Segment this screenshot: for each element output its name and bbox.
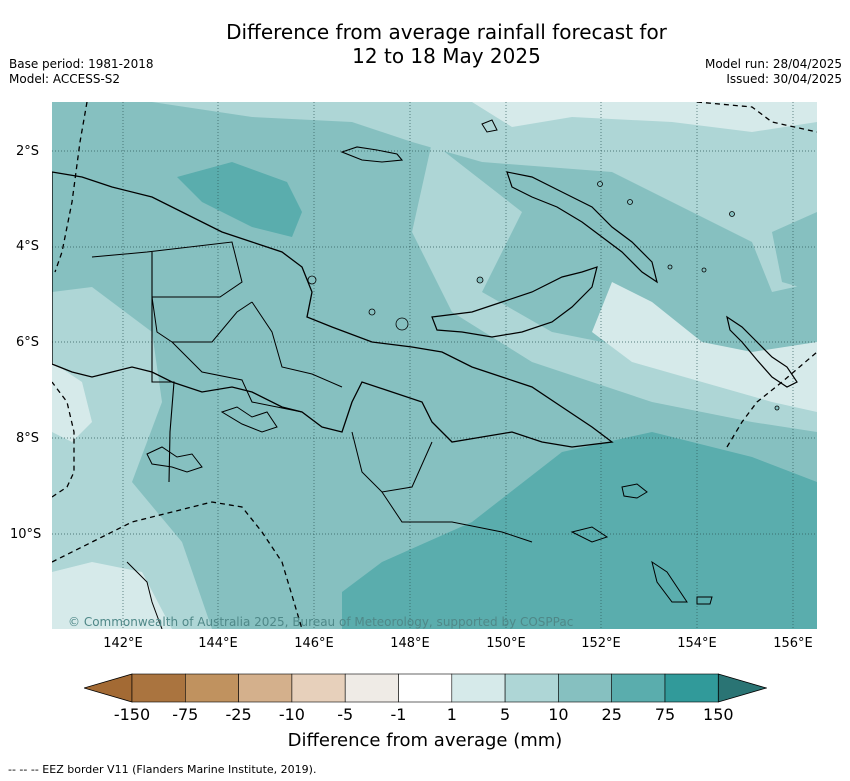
colorbar-tick-label: -25: [225, 705, 252, 724]
title-line-2: 12 to 18 May 2025: [352, 44, 541, 68]
model-run: Model run: 28/04/2025: [704, 57, 842, 71]
lat-label: 2°S: [16, 144, 40, 159]
colorbar-tick-label: 1: [446, 705, 457, 724]
colorbar-tick-label: 5: [500, 705, 511, 724]
map-title: Difference from average rainfall forecas…: [0, 20, 850, 68]
colorbar-extend-low: [84, 673, 133, 703]
lon-label: 156°E: [773, 636, 813, 651]
map-canvas: [52, 102, 817, 629]
province-boundaries: [91, 241, 533, 543]
model-name: Model: ACCESS-S2: [9, 72, 121, 86]
lon-label: 150°E: [486, 636, 526, 651]
lat-label: 6°S: [16, 335, 40, 350]
new-britain-coastline: [431, 266, 598, 338]
meta-right: Model run: 28/04/2025 Issued: 30/04/2025: [705, 57, 842, 87]
colorbar-segment: [344, 673, 399, 703]
title-line-1: Difference from average rainfall forecas…: [226, 20, 667, 44]
colorbar-segment: [664, 673, 719, 703]
copyright-notice: © Commonwealth of Australia 2025, Bureau…: [68, 615, 574, 629]
colorbar-segment: [185, 673, 239, 703]
rainfall-map: © Commonwealth of Australia 2025, Bureau…: [52, 102, 817, 629]
colorbar-tick-label: -10: [278, 705, 305, 724]
base-period: Base period: 1981-2018: [9, 57, 154, 71]
colorbar-segment: [291, 673, 346, 703]
field-5-10-north: [152, 102, 817, 292]
lon-label: 144°E: [198, 636, 238, 651]
colorbar-tick-label: -1: [390, 705, 407, 724]
colorbar-segment: [398, 673, 453, 703]
new-ireland-coastline: [506, 171, 658, 284]
colorbar-tick-label: -75: [172, 705, 199, 724]
colorbar-tick-label: -5: [337, 705, 354, 724]
colorbar-tick-label: -150: [113, 705, 151, 724]
eez-legend-note: -- -- -- EEZ border V11 (Flanders Marine…: [8, 763, 317, 776]
bougainville-coastline: [726, 315, 798, 388]
colorbar: [84, 673, 767, 703]
small-islands: [307, 181, 780, 411]
lon-label: 152°E: [581, 636, 621, 651]
meta-left: Base period: 1981-2018 Model: ACCESS-S2: [9, 57, 154, 87]
manus-island: [340, 146, 404, 163]
colorbar-segment: [238, 673, 293, 703]
colorbar-tick-label: 150: [703, 705, 734, 724]
field-1-5-east: [592, 282, 817, 412]
colorbar-title: Difference from average (mm): [287, 730, 563, 751]
international-border: [151, 252, 175, 483]
colorbar-segment: [131, 673, 186, 703]
issued-date: Issued: 30/04/2025: [726, 72, 842, 86]
new-guinea-coastline: [52, 171, 614, 448]
colorbar-segment: [558, 673, 612, 703]
colorbar-tick-label: 25: [601, 705, 622, 724]
colorbar-segment: [611, 673, 666, 703]
field-1-5-north: [472, 102, 817, 132]
colorbar-tick-label: 10: [548, 705, 569, 724]
field-1-5-southwest: [52, 562, 172, 629]
milne-bay-islands: [481, 119, 713, 605]
eez-borders: [52, 102, 817, 629]
lon-label: 142°E: [103, 636, 143, 651]
colorbar-segment: [451, 673, 506, 703]
field-1-5-west: [52, 362, 92, 442]
field-10-25-east: [772, 212, 817, 292]
lon-label: 154°E: [677, 636, 717, 651]
field-5-10-west: [52, 287, 212, 629]
field-5-10-east: [412, 142, 817, 432]
colorbar-extend-high: [717, 673, 767, 703]
colorbar-tick-label: 75: [654, 705, 676, 724]
colorbar-segment: [504, 673, 559, 703]
lon-label: 148°E: [390, 636, 430, 651]
lat-label: 8°S: [16, 431, 40, 446]
lat-label: 10°S: [10, 527, 42, 542]
lat-label: 4°S: [16, 239, 40, 254]
field-25-75-north: [177, 162, 302, 237]
torres-strait-islands: [126, 406, 278, 629]
lon-label: 146°E: [294, 636, 334, 651]
